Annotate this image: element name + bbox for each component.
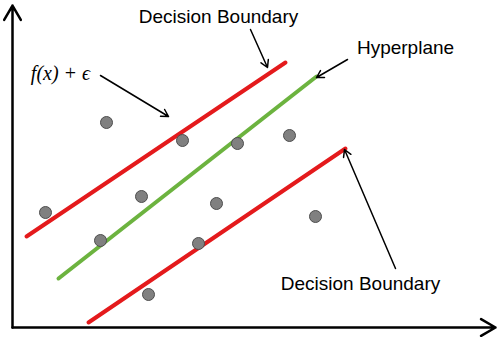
svg-text:Decision Boundary: Decision Boundary	[139, 6, 299, 27]
svg-text:Hyperplane: Hyperplane	[357, 37, 454, 58]
svg-text:f(x) + ϵ: f(x) + ϵ	[31, 62, 91, 85]
svg-text:Decision Boundary: Decision Boundary	[281, 273, 441, 294]
